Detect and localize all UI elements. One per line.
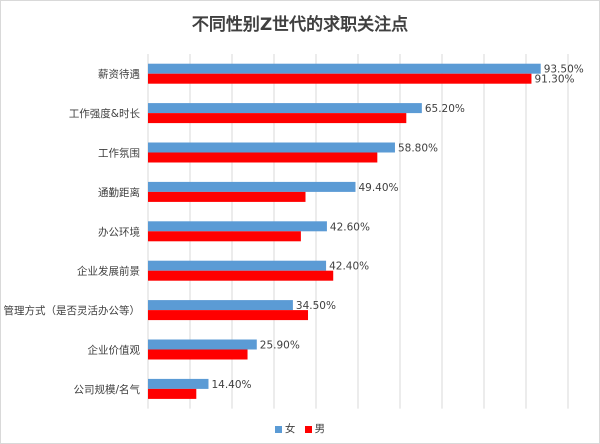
bar-female <box>148 181 356 192</box>
category-label: 企业价值观 <box>88 344 141 357</box>
bar-female <box>148 339 257 350</box>
data-label: 25.90% <box>260 340 300 352</box>
bar-male <box>148 152 378 163</box>
category-label: 工作强度&时长 <box>69 107 141 120</box>
category-label: 工作氛围 <box>98 147 140 160</box>
data-label: 14.40% <box>211 379 251 391</box>
bar-male <box>148 191 306 202</box>
data-label: 34.50% <box>296 300 336 312</box>
bar-female <box>148 378 209 389</box>
bar-female <box>148 260 327 271</box>
legend-label-male: 男 <box>314 423 326 435</box>
bar-male <box>148 310 309 321</box>
bar-female <box>148 300 293 311</box>
bar-female <box>148 63 541 74</box>
category-label: 公司规模/名气 <box>73 383 140 396</box>
legend-item-female: 女 <box>274 421 296 436</box>
category-label: 办公环境 <box>98 225 140 238</box>
bar-female <box>148 221 327 232</box>
data-label: 65.20% <box>425 103 465 115</box>
bar-male <box>148 231 301 242</box>
bar-male <box>148 349 248 360</box>
bar-male <box>148 73 532 84</box>
data-label: 93.50% <box>544 64 584 76</box>
data-label: 49.40% <box>358 182 398 194</box>
chart-title: 不同性别Z世代的求职关注点 <box>191 15 409 35</box>
legend-label-female: 女 <box>284 423 296 435</box>
legend-swatch-female <box>274 425 282 433</box>
legend: 女 男 <box>0 421 600 436</box>
legend-swatch-male <box>304 425 312 433</box>
data-label: 42.40% <box>329 261 369 273</box>
data-label: 58.80% <box>398 143 438 155</box>
category-label: 企业发展前景 <box>77 265 140 278</box>
bar-male <box>148 113 407 124</box>
bar-female <box>148 103 422 114</box>
bar-male <box>148 388 197 399</box>
category-label: 通勤距离 <box>98 186 140 199</box>
data-label: 91.30% <box>534 74 574 86</box>
bar-male <box>148 270 334 281</box>
data-label: 42.60% <box>330 221 370 233</box>
category-label: 薪资待遇 <box>98 68 140 81</box>
category-label: 管理方式（是否灵活办公等） <box>4 304 141 317</box>
bar-female <box>148 142 395 153</box>
legend-item-male: 男 <box>304 421 326 436</box>
